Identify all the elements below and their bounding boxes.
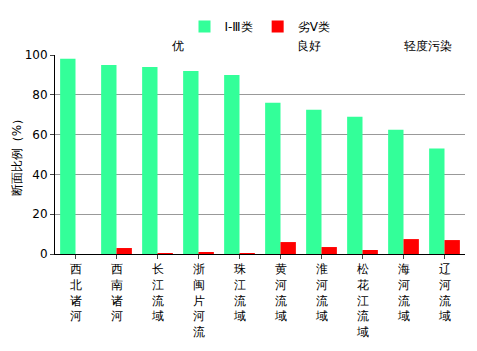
svg-text:优: 优: [172, 39, 184, 53]
svg-text:Ⅰ-Ⅲ类: Ⅰ-Ⅲ类: [225, 20, 253, 34]
svg-text:80: 80: [32, 88, 47, 102]
svg-text:断面比例（%）: 断面比例（%）: [10, 113, 24, 196]
svg-text:40: 40: [32, 168, 47, 182]
svg-text:长江流域: 长江流域: [151, 262, 164, 323]
svg-text:浙闽片河流: 浙闽片河流: [193, 262, 205, 338]
svg-text:轻度污染: 轻度污染: [404, 39, 452, 53]
svg-text:珠江流域: 珠江流域: [233, 262, 246, 323]
svg-text:60: 60: [32, 128, 47, 142]
svg-text:20: 20: [32, 207, 47, 221]
svg-text:黄河流域: 黄河流域: [274, 262, 287, 323]
svg-text:良好: 良好: [297, 39, 321, 53]
svg-text:淮河流域: 淮河流域: [315, 262, 328, 323]
svg-text:100: 100: [25, 48, 48, 62]
svg-text:辽河流域: 辽河流域: [438, 262, 451, 323]
svg-text:西北诸河: 西北诸河: [70, 262, 82, 323]
svg-text:西南诸河: 西南诸河: [111, 262, 123, 323]
svg-text:海河流域: 海河流域: [397, 262, 410, 323]
svg-text:0: 0: [40, 247, 48, 261]
svg-text:劣Ⅴ类: 劣Ⅴ类: [298, 20, 330, 34]
svg-text:松花江流域: 松花江流域: [356, 262, 369, 338]
